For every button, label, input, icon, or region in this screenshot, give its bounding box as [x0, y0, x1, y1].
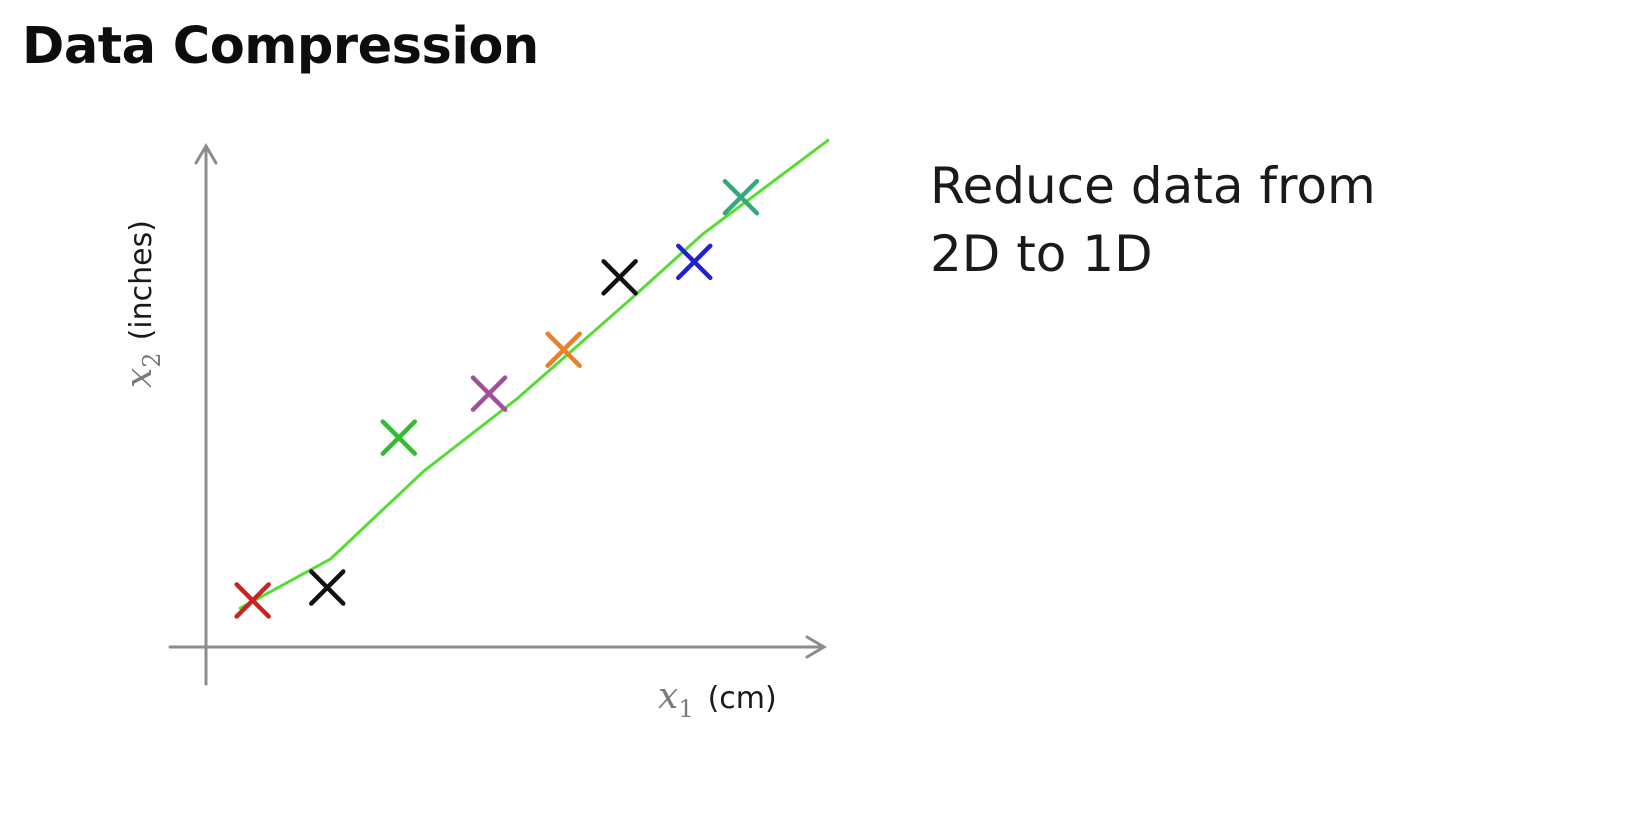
- description-line-1: Reduce data from: [930, 157, 1376, 215]
- data-point-stroke: [380, 419, 418, 456]
- x-axis-unit: (cm): [708, 681, 777, 716]
- x-axis-subscript: 1: [678, 695, 693, 723]
- data-point-marker: [601, 259, 638, 296]
- data-point-stroke: [722, 178, 760, 216]
- description-text: Reduce data from 2D to 1D: [930, 152, 1376, 288]
- data-point-stroke: [676, 243, 713, 281]
- y-axis-symbol: x: [119, 368, 160, 388]
- description-line-2: 2D to 1D: [930, 225, 1153, 283]
- x-axis-arrow: [805, 635, 827, 659]
- slide-title: Data Compression: [22, 17, 539, 76]
- y-axis-label: x2 (inches): [119, 220, 166, 388]
- data-point-marker: [545, 331, 582, 368]
- y-axis-arrow: [194, 143, 218, 165]
- data-point-stroke: [601, 259, 638, 296]
- data-point-marker: [380, 419, 418, 456]
- x-axis-label: x1 (cm): [658, 676, 777, 723]
- data-point-marker: [470, 375, 508, 412]
- y-axis-unit: (inches): [124, 220, 159, 340]
- data-point-stroke: [234, 582, 271, 619]
- x-axis-symbol: x: [658, 676, 678, 717]
- fit-line: [238, 138, 830, 610]
- data-point-stroke: [309, 569, 346, 606]
- data-point-marker: [309, 569, 346, 606]
- data-points: [234, 178, 760, 619]
- data-point-stroke: [470, 375, 508, 412]
- data-point-marker: [722, 178, 760, 216]
- y-axis-subscript: 2: [138, 352, 166, 367]
- data-point-marker: [676, 243, 713, 281]
- data-point-marker: [234, 582, 271, 619]
- axes: [168, 143, 827, 686]
- data-point-stroke: [545, 331, 582, 368]
